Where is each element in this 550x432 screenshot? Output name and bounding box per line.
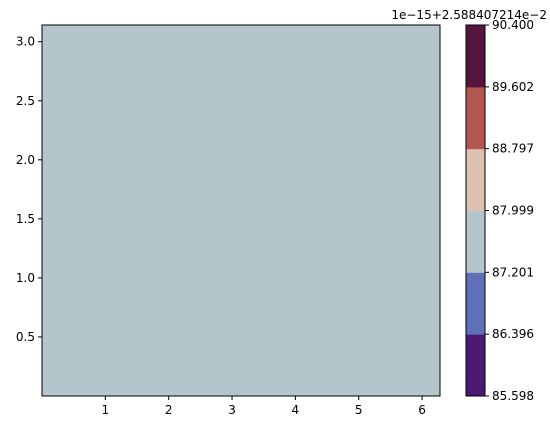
x-tick-label: 3 xyxy=(228,403,236,417)
y-tick-label: 2.0 xyxy=(16,153,35,167)
colorbar-band xyxy=(466,148,485,211)
plot-frame xyxy=(41,24,441,397)
plot-area xyxy=(41,24,441,397)
colorbar-offset-label: 1e−15+2.588407214e−2 xyxy=(391,8,547,22)
colorbar-band xyxy=(466,272,485,335)
x-tick-label: 5 xyxy=(355,403,363,417)
x-tick-label: 2 xyxy=(165,403,173,417)
colorbar-tick-label: 87.999 xyxy=(492,204,534,218)
colorbar-band xyxy=(466,86,485,150)
colorbar-tick-label: 85.598 xyxy=(492,389,534,403)
colorbar-band xyxy=(466,25,485,88)
y-tick-label: 1.5 xyxy=(16,212,35,226)
colorbar-band xyxy=(466,334,485,397)
y-tick-label: 2.5 xyxy=(16,94,35,108)
y-tick-label: 0.5 xyxy=(16,330,35,344)
y-tick-label: 1.0 xyxy=(16,271,35,285)
colorbar-band xyxy=(466,210,485,273)
colorbar-tick-label: 90.400 xyxy=(492,18,534,32)
colorbar-tick-label: 87.201 xyxy=(492,265,534,279)
colorbar: 85.598 86.396 87.201 87.999 88.797 89.602 90.4… xyxy=(465,18,534,403)
contour-fill xyxy=(42,25,440,396)
x-axis: 1 2 3 4 5 6 xyxy=(102,396,426,417)
colorbar-tick-label: 86.396 xyxy=(492,327,534,341)
x-tick-label: 4 xyxy=(292,403,300,417)
x-tick-label: 6 xyxy=(418,403,426,417)
colorbar-tick-label: 89.602 xyxy=(492,80,534,94)
y-tick-label: 3.0 xyxy=(16,35,35,49)
colorbar-tick-label: 88.797 xyxy=(492,142,534,156)
x-tick-label: 1 xyxy=(102,403,110,417)
y-axis: 0.5 1.0 1.5 2.0 2.5 3.0 xyxy=(16,35,42,344)
